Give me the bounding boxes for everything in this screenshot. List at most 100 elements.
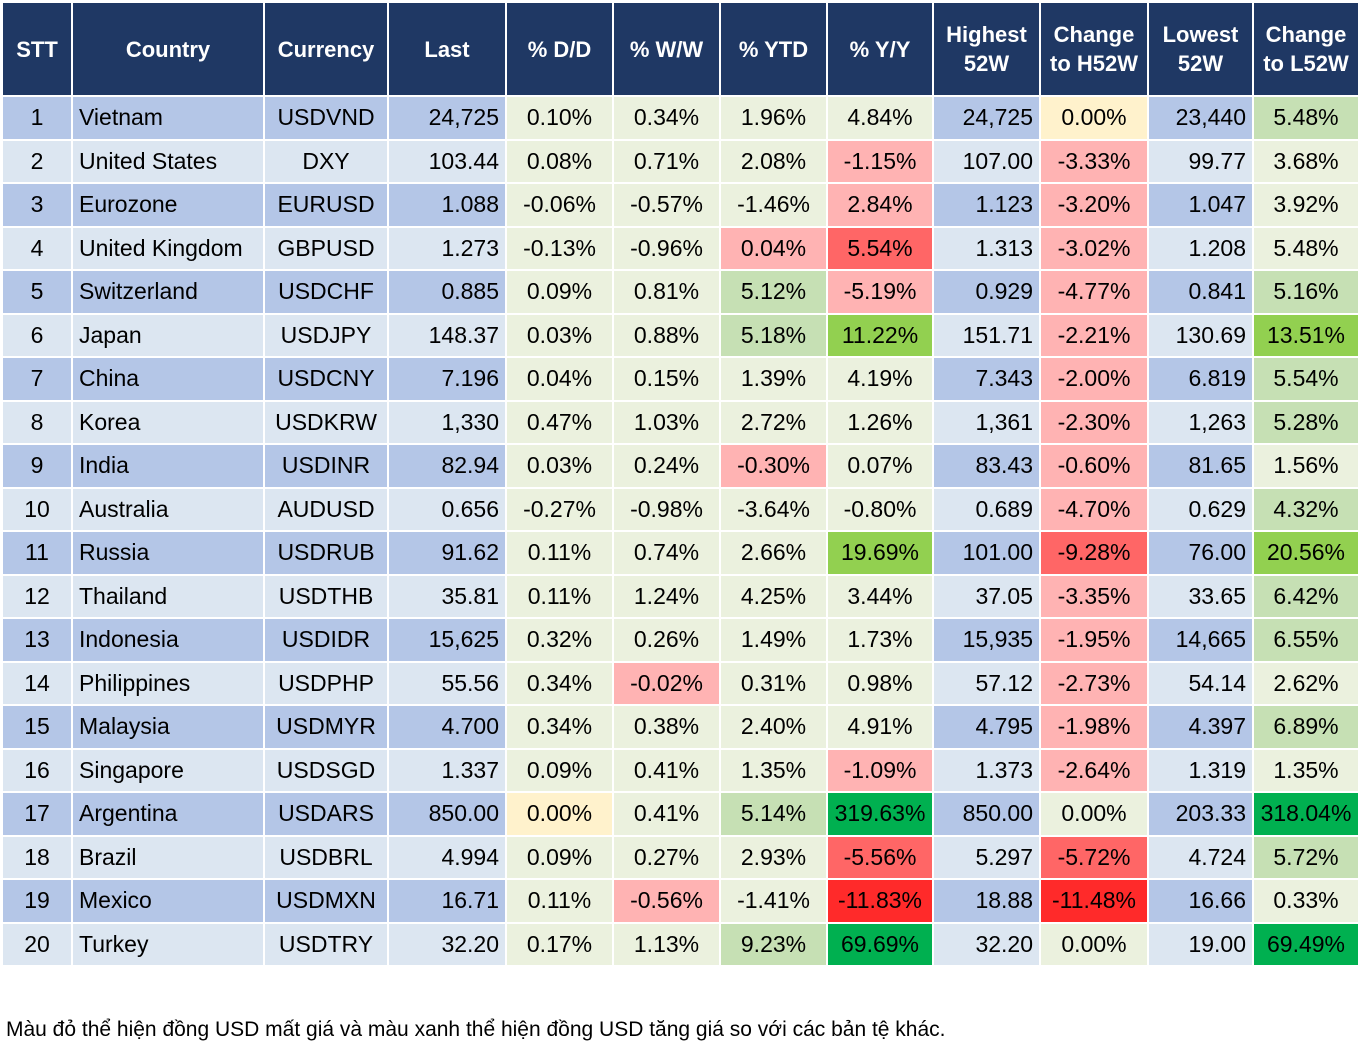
cell-highest-52w: 24,725 xyxy=(932,95,1041,141)
cell-change-to-h52w: -3.33% xyxy=(1039,138,1149,184)
cell-last: 55.56 xyxy=(387,660,507,706)
cell-change-to-l52w: 1.35% xyxy=(1252,747,1360,793)
cell-ytd: 2.08% xyxy=(719,138,828,184)
header-last: Last xyxy=(387,1,507,97)
cell-ww: 0.24% xyxy=(612,443,721,489)
cell-lowest-52w: 81.65 xyxy=(1147,443,1254,489)
cell-ww: -0.56% xyxy=(612,878,721,924)
cell-ww: 0.74% xyxy=(612,530,721,576)
cell-lowest-52w: 4.397 xyxy=(1147,704,1254,750)
cell-ytd: 9.23% xyxy=(719,921,828,967)
cell-country: Eurozone xyxy=(71,182,265,228)
cell-ww: 0.38% xyxy=(612,704,721,750)
cell-stt: 7 xyxy=(1,356,73,402)
cell-country: United Kingdom xyxy=(71,225,265,271)
cell-stt: 10 xyxy=(1,486,73,532)
cell-change-to-l52w: 5.48% xyxy=(1252,95,1360,141)
table-row: 6 Japan USDJPY 148.37 0.03% 0.88% 5.18% 11.22% 1… xyxy=(1,312,1360,358)
cell-ytd: 4.25% xyxy=(719,573,828,619)
table-row: 12 Thailand USDTHB 35.81 0.11% 1.24% 4.25% 3.44… xyxy=(1,573,1360,619)
cell-country: Australia xyxy=(71,486,265,532)
cell-stt: 2 xyxy=(1,138,73,184)
cell-country: Korea xyxy=(71,399,265,445)
header-stt: STT xyxy=(1,1,73,97)
cell-ytd: -1.41% xyxy=(719,878,828,924)
cell-yy: 5.54% xyxy=(826,225,934,271)
cell-currency: USDMXN xyxy=(263,878,389,924)
cell-change-to-h52w: -11.48% xyxy=(1039,878,1149,924)
cell-yy: 1.73% xyxy=(826,617,934,663)
cell-currency: DXY xyxy=(263,138,389,184)
cell-change-to-l52w: 13.51% xyxy=(1252,312,1360,358)
cell-last: 35.81 xyxy=(387,573,507,619)
cell-highest-52w: 7.343 xyxy=(932,356,1041,402)
cell-last: 82.94 xyxy=(387,443,507,489)
cell-country: Japan xyxy=(71,312,265,358)
cell-change-to-h52w: -3.02% xyxy=(1039,225,1149,271)
cell-country: Vietnam xyxy=(71,95,265,141)
cell-dd: 0.00% xyxy=(505,791,614,837)
cell-ww: 1.13% xyxy=(612,921,721,967)
table-row: 4 United Kingdom GBPUSD 1.273 -0.13% -0.96% 0.… xyxy=(1,225,1360,271)
cell-ww: -0.98% xyxy=(612,486,721,532)
cell-change-to-l52w: 20.56% xyxy=(1252,530,1360,576)
cell-change-to-l52w: 5.16% xyxy=(1252,269,1360,315)
cell-dd: 0.17% xyxy=(505,921,614,967)
cell-last: 148.37 xyxy=(387,312,507,358)
header-row: STT Country Currency Last % D/D % W/W % … xyxy=(1,1,1360,97)
cell-lowest-52w: 4.724 xyxy=(1147,834,1254,880)
cell-last: 15,625 xyxy=(387,617,507,663)
cell-stt: 9 xyxy=(1,443,73,489)
cell-dd: 0.11% xyxy=(505,530,614,576)
cell-change-to-l52w: 2.62% xyxy=(1252,660,1360,706)
cell-change-to-h52w: -0.60% xyxy=(1039,443,1149,489)
cell-lowest-52w: 1.208 xyxy=(1147,225,1254,271)
cell-dd: -0.13% xyxy=(505,225,614,271)
cell-yy: 4.84% xyxy=(826,95,934,141)
table-row: 8 Korea USDKRW 1,330 0.47% 1.03% 2.72% 1.26% 1,3… xyxy=(1,399,1360,445)
cell-ww: 0.26% xyxy=(612,617,721,663)
cell-country: Turkey xyxy=(71,921,265,967)
fx-table: STT Country Currency Last % D/D % W/W % … xyxy=(1,1,1360,967)
cell-lowest-52w: 54.14 xyxy=(1147,660,1254,706)
cell-highest-52w: 850.00 xyxy=(932,791,1041,837)
cell-lowest-52w: 203.33 xyxy=(1147,791,1254,837)
cell-change-to-l52w: 318.04% xyxy=(1252,791,1360,837)
cell-change-to-l52w: 6.55% xyxy=(1252,617,1360,663)
cell-ytd: 2.40% xyxy=(719,704,828,750)
cell-highest-52w: 101.00 xyxy=(932,530,1041,576)
cell-country: Russia xyxy=(71,530,265,576)
table-row: 9 India USDINR 82.94 0.03% 0.24% -0.30% 0.07% 83… xyxy=(1,443,1360,489)
cell-lowest-52w: 0.629 xyxy=(1147,486,1254,532)
header-highest-52w: Highest 52W xyxy=(932,1,1041,97)
cell-change-to-h52w: -2.64% xyxy=(1039,747,1149,793)
cell-currency: USDARS xyxy=(263,791,389,837)
cell-dd: 0.34% xyxy=(505,660,614,706)
cell-lowest-52w: 16.66 xyxy=(1147,878,1254,924)
cell-stt: 8 xyxy=(1,399,73,445)
cell-highest-52w: 0.689 xyxy=(932,486,1041,532)
cell-yy: 4.19% xyxy=(826,356,934,402)
cell-change-to-h52w: 0.00% xyxy=(1039,921,1149,967)
table-row: 16 Singapore USDSGD 1.337 0.09% 0.41% 1.35% -1.… xyxy=(1,747,1360,793)
cell-ytd: -1.46% xyxy=(719,182,828,228)
cell-highest-52w: 4.795 xyxy=(932,704,1041,750)
cell-stt: 4 xyxy=(1,225,73,271)
cell-ww: 0.41% xyxy=(612,791,721,837)
cell-currency: USDBRL xyxy=(263,834,389,880)
cell-ww: 0.81% xyxy=(612,269,721,315)
cell-country: Thailand xyxy=(71,573,265,619)
cell-highest-52w: 1.373 xyxy=(932,747,1041,793)
cell-change-to-h52w: -1.95% xyxy=(1039,617,1149,663)
cell-yy: -0.80% xyxy=(826,486,934,532)
table-row: 1 Vietnam USDVND 24,725 0.10% 0.34% 1.96% 4.84%… xyxy=(1,95,1360,141)
cell-last: 24,725 xyxy=(387,95,507,141)
cell-dd: 0.04% xyxy=(505,356,614,402)
table-row: 2 United States DXY 103.44 0.08% 0.71% 2.08% -1… xyxy=(1,138,1360,184)
cell-ytd: 2.72% xyxy=(719,399,828,445)
cell-stt: 13 xyxy=(1,617,73,663)
cell-currency: USDRUB xyxy=(263,530,389,576)
cell-highest-52w: 32.20 xyxy=(932,921,1041,967)
cell-yy: 319.63% xyxy=(826,791,934,837)
cell-stt: 11 xyxy=(1,530,73,576)
